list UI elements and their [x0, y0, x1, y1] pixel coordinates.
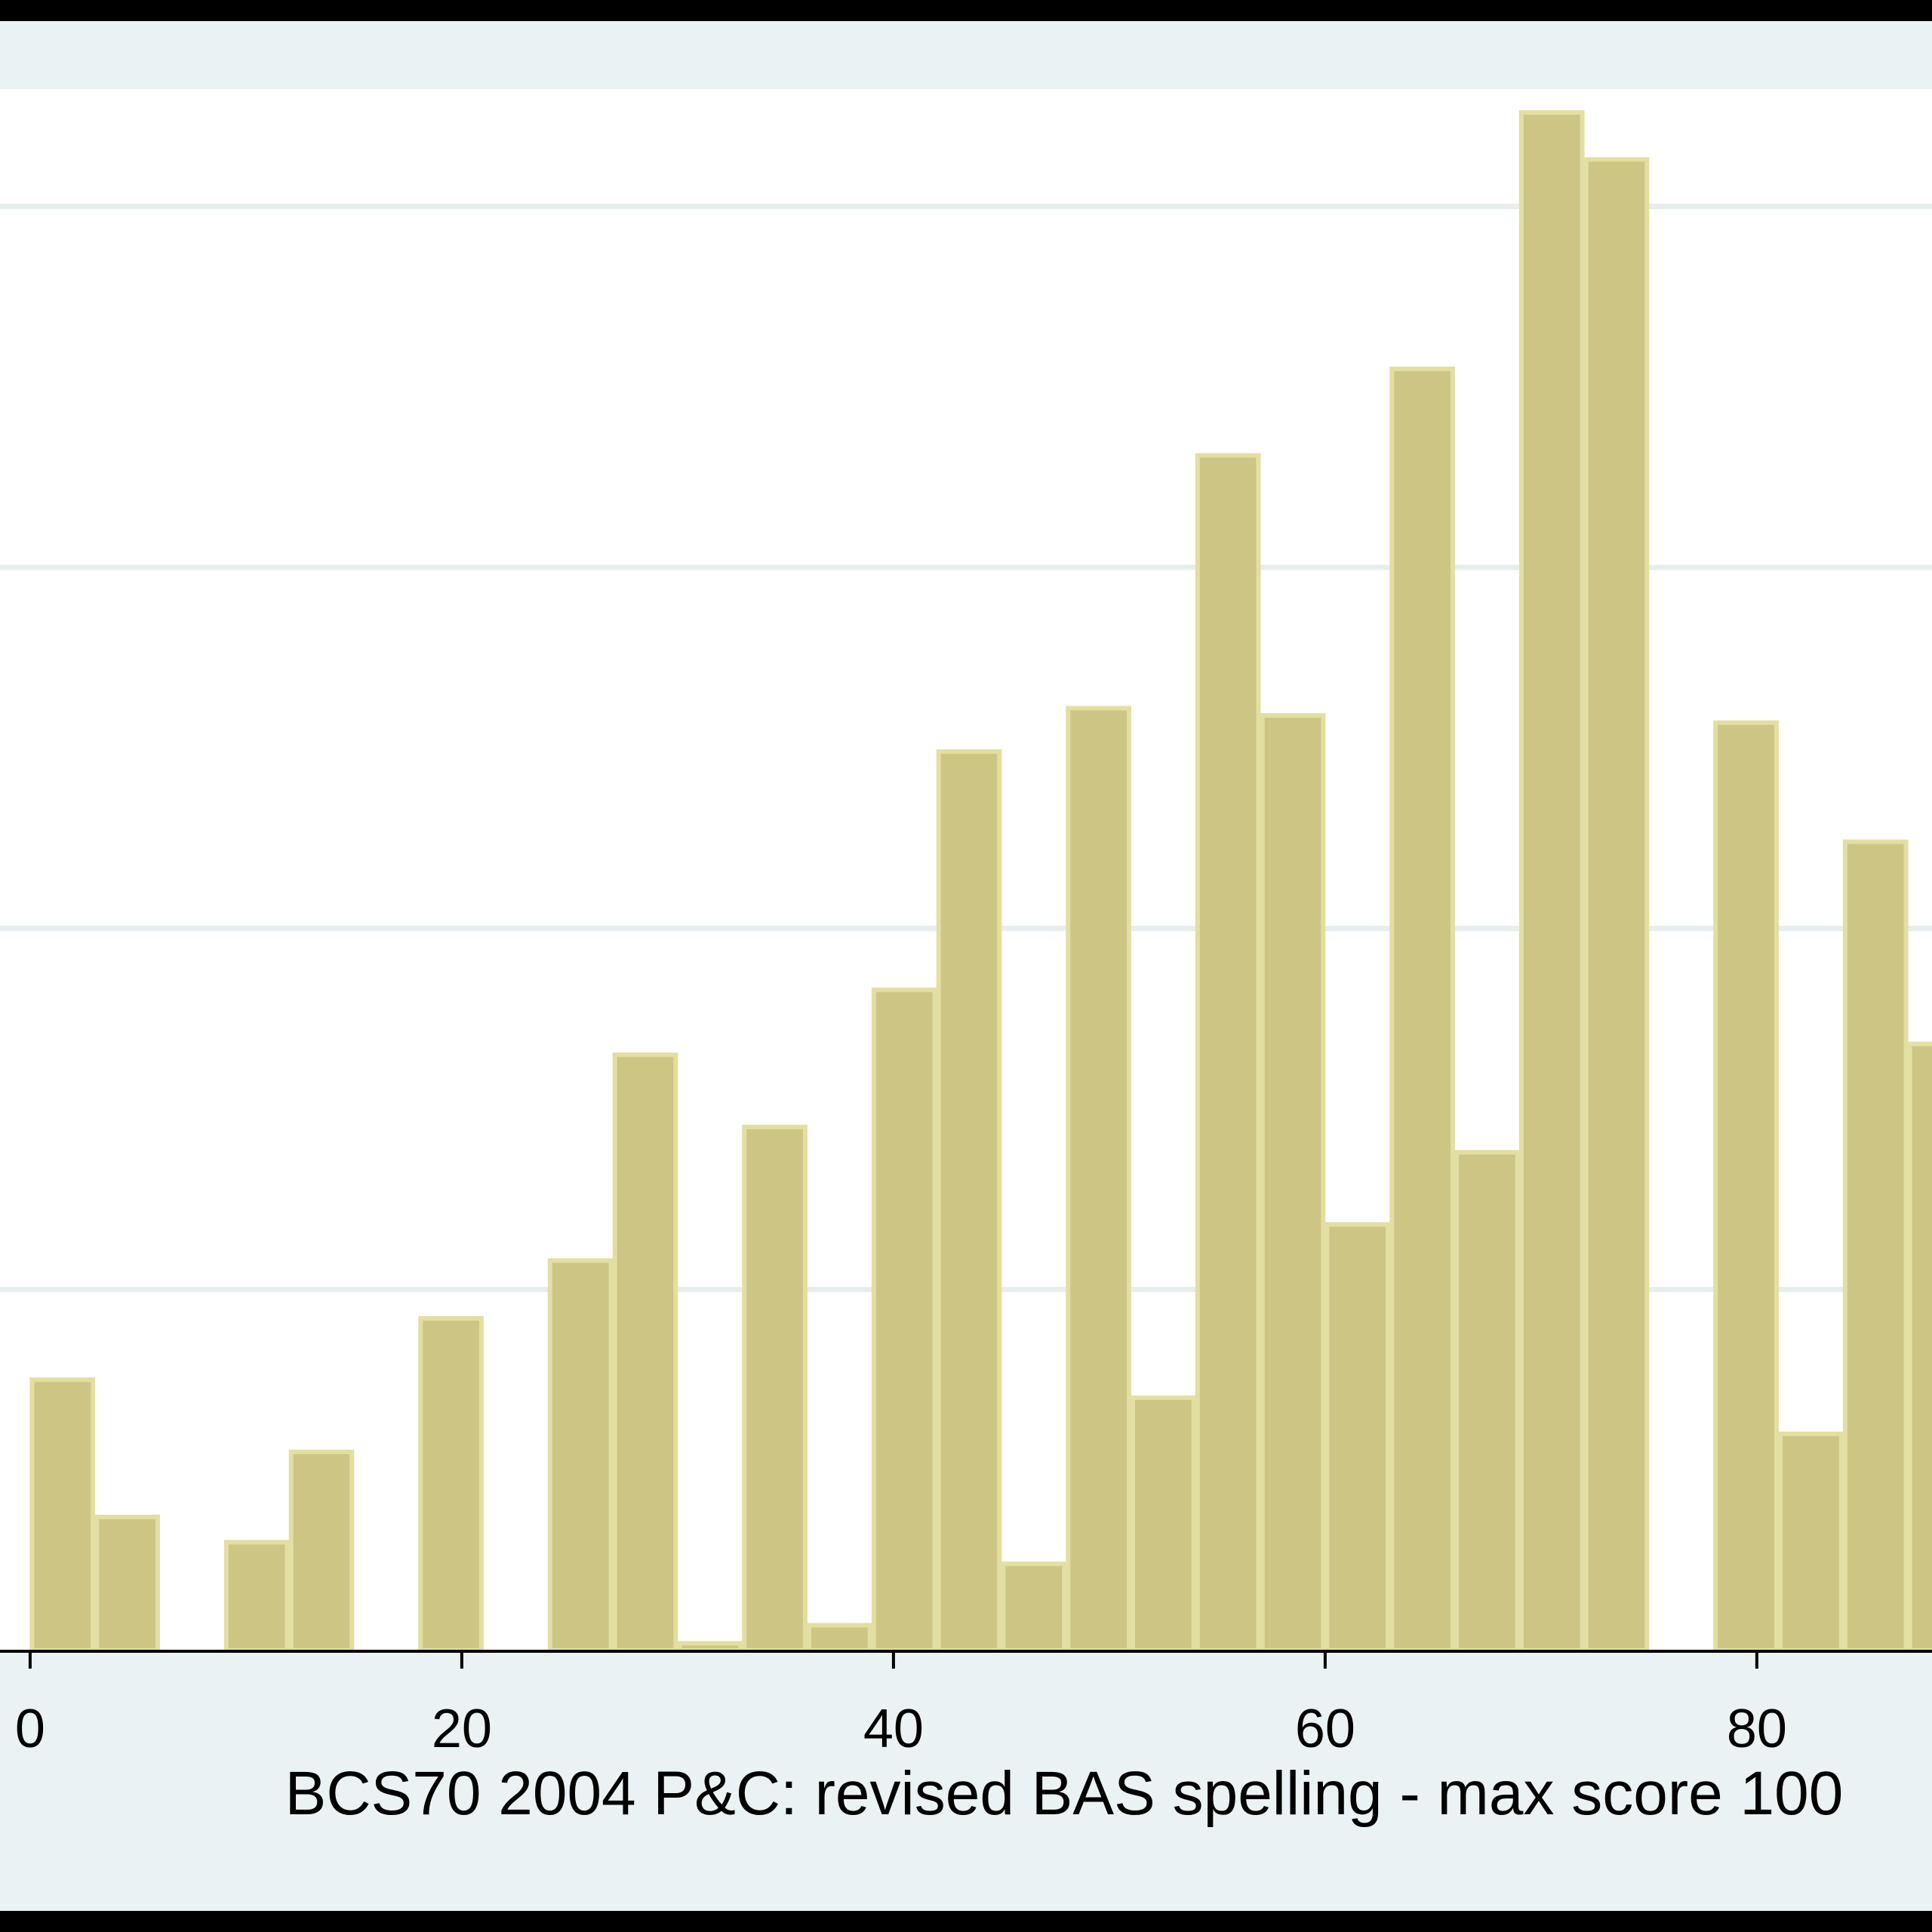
histogram-bar [677, 1641, 743, 1654]
histogram-bar [1195, 453, 1261, 1653]
histogram-bar [1260, 712, 1326, 1653]
x-tick-label: 0 [15, 1699, 45, 1759]
histogram-bar [1324, 1222, 1391, 1653]
histogram-bar [1713, 720, 1779, 1653]
x-tick-label: 80 [1727, 1699, 1787, 1759]
histogram-bar [1001, 1561, 1067, 1654]
x-tick-label: 40 [863, 1699, 924, 1759]
histogram-bar [612, 1052, 678, 1653]
histogram-bar [223, 1540, 290, 1654]
histogram-bar [936, 749, 1002, 1653]
histogram-bars [29, 110, 1932, 1654]
histogram-bar [547, 1258, 614, 1654]
x-axis-title: BCS70 2004 P&C: revised BAS spelling - m… [285, 1759, 1844, 1828]
histogram-bar [807, 1623, 872, 1653]
histogram-bar [94, 1514, 160, 1654]
histogram-bar [1389, 366, 1455, 1654]
x-tick-label: 20 [432, 1699, 492, 1759]
histogram-bar [1778, 1431, 1844, 1653]
histogram-bar [1842, 839, 1909, 1653]
histogram-bar [1066, 706, 1131, 1653]
histogram-bar [1131, 1395, 1196, 1653]
histogram-bar [418, 1315, 484, 1654]
histogram-bar [288, 1449, 355, 1653]
histogram-bar [29, 1377, 96, 1653]
x-axis-ticks: 0 20 40 60 80 [15, 1651, 1787, 1759]
x-tick-label: 60 [1295, 1699, 1355, 1759]
histogram-bar [871, 987, 937, 1654]
histogram-bar [1454, 1149, 1520, 1653]
histogram-bar [742, 1124, 808, 1653]
histogram-bar [1907, 1041, 1932, 1653]
histogram-bar [1518, 110, 1585, 1653]
histogram-bar [1583, 157, 1650, 1653]
